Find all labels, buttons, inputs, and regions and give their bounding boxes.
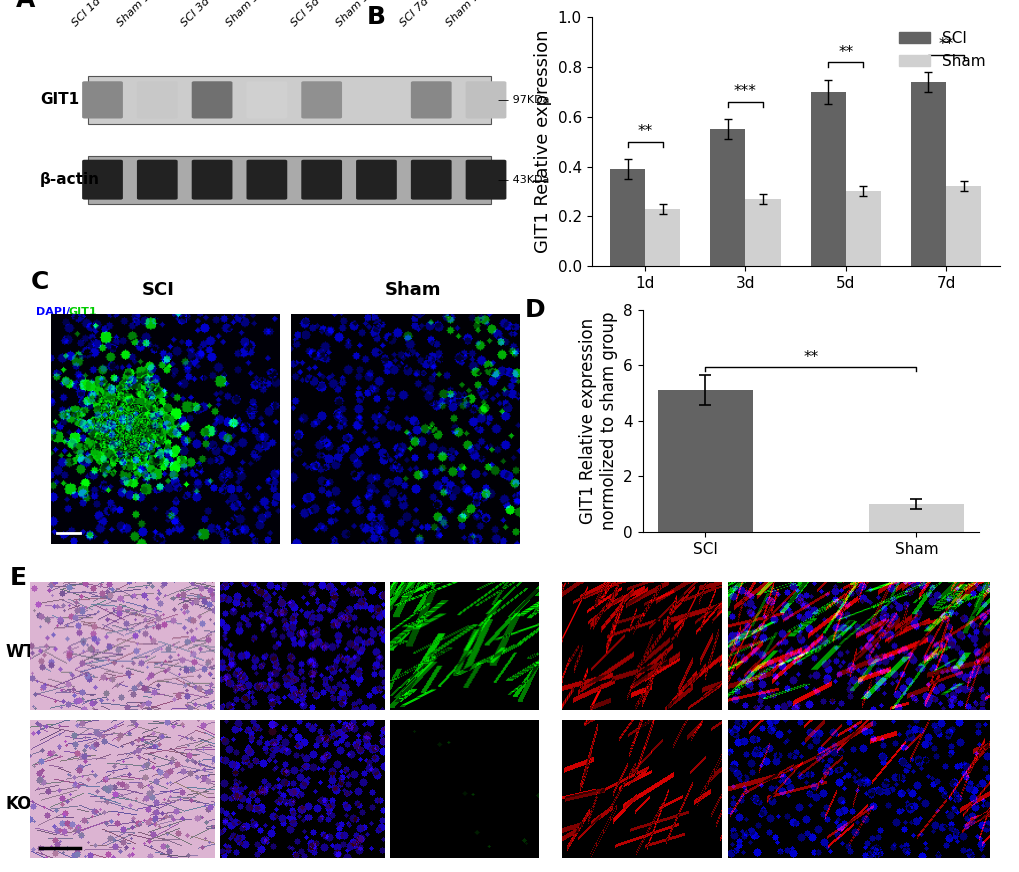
Bar (810, 92, 845, 266)
Text: — 43KDa: — 43KDa (497, 174, 549, 185)
Text: GIT1: GIT1 (69, 307, 98, 317)
Text: Sham 1d: Sham 1d (115, 0, 157, 28)
Y-axis label: GIT1 Relative expression: GIT1 Relative expression (534, 30, 551, 254)
Bar (645, 208, 680, 266)
FancyBboxPatch shape (247, 81, 287, 119)
FancyBboxPatch shape (466, 81, 505, 119)
Text: CD31: CD31 (300, 587, 332, 597)
Text: Sham 3d: Sham 3d (224, 0, 267, 28)
FancyBboxPatch shape (88, 76, 490, 124)
Text: SCI 1d: SCI 1d (70, 0, 102, 28)
Text: — 97KDa: — 97KDa (497, 95, 549, 105)
Bar (945, 187, 980, 266)
Text: **: ** (637, 124, 652, 140)
Text: ***: *** (734, 85, 756, 99)
Text: KO: KO (5, 795, 32, 813)
FancyBboxPatch shape (192, 160, 232, 200)
Text: C: C (31, 270, 49, 294)
Text: Sham: Sham (384, 281, 441, 299)
Text: A: A (16, 0, 36, 12)
Text: D: D (525, 298, 545, 323)
FancyBboxPatch shape (301, 81, 341, 119)
FancyBboxPatch shape (247, 160, 287, 200)
Text: Sham 7d: Sham 7d (443, 0, 486, 28)
Text: **: ** (838, 44, 853, 59)
Text: DAPI/: DAPI/ (36, 307, 69, 317)
FancyBboxPatch shape (356, 160, 396, 200)
FancyBboxPatch shape (411, 160, 451, 200)
Bar (609, 169, 645, 266)
Text: SCI: SCI (142, 281, 174, 299)
Text: **: ** (803, 351, 817, 365)
Text: SCI 3d: SCI 3d (179, 0, 212, 28)
FancyBboxPatch shape (411, 81, 451, 119)
Text: SCI 5d: SCI 5d (289, 0, 321, 28)
FancyBboxPatch shape (137, 160, 177, 200)
Bar (868, 504, 963, 532)
FancyBboxPatch shape (83, 160, 122, 200)
Text: β-actin: β-actin (40, 172, 100, 187)
Bar (657, 390, 752, 532)
Text: Sham 5d: Sham 5d (334, 0, 376, 28)
Text: DAPI/: DAPI/ (219, 587, 253, 597)
Text: **: ** (937, 37, 953, 52)
Text: E: E (10, 566, 28, 589)
Legend: SCI, Sham: SCI, Sham (893, 25, 991, 75)
Bar (745, 199, 780, 266)
Text: B: B (367, 5, 386, 29)
Bar (845, 191, 880, 266)
Text: SCI 7d: SCI 7d (398, 0, 431, 28)
Text: ii: ii (571, 584, 584, 603)
FancyBboxPatch shape (83, 81, 122, 119)
Bar (910, 82, 945, 266)
FancyBboxPatch shape (137, 81, 177, 119)
FancyBboxPatch shape (192, 81, 232, 119)
FancyBboxPatch shape (88, 156, 490, 203)
Bar (709, 129, 745, 266)
Text: i: i (36, 584, 42, 603)
Text: GIT1: GIT1 (40, 92, 79, 107)
Y-axis label: GIT1 Relative expression
normolized to sham group: GIT1 Relative expression normolized to s… (578, 311, 616, 530)
FancyBboxPatch shape (301, 160, 341, 200)
FancyBboxPatch shape (356, 81, 396, 119)
FancyBboxPatch shape (466, 160, 505, 200)
Text: WT: WT (5, 644, 35, 661)
Text: GIT1/: GIT1/ (260, 587, 292, 597)
